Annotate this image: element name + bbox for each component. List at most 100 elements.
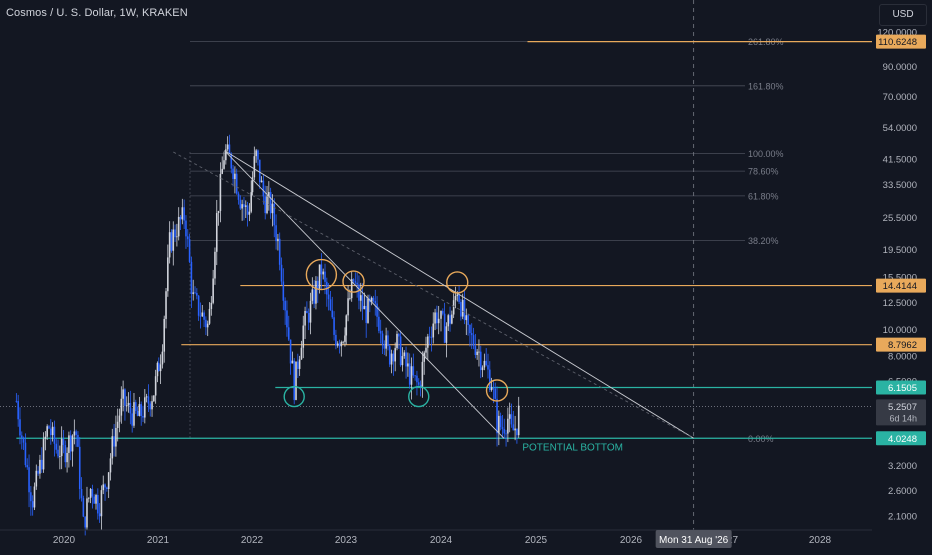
highlight-circle	[283, 385, 305, 408]
fib-level-label: 100.00%	[748, 149, 784, 159]
candle-body	[208, 308, 211, 324]
candle-body	[383, 344, 386, 349]
crosshair-date-badge-bg	[655, 530, 732, 548]
candle-body	[378, 316, 380, 331]
candle-body	[226, 144, 229, 150]
candle-body	[359, 295, 362, 301]
candle-body	[297, 361, 299, 369]
candle-body	[168, 232, 171, 258]
candle-body	[385, 335, 387, 349]
candle-body	[95, 494, 97, 504]
candle-body	[410, 366, 413, 385]
candle-body	[111, 436, 114, 459]
time-axis[interactable]: 202020212022202320242025202620272028Mon …	[0, 529, 872, 548]
candle-body	[392, 353, 395, 362]
candle-body	[84, 516, 86, 528]
candle-body	[510, 414, 513, 425]
candle-body	[474, 345, 477, 356]
candle-body	[271, 203, 274, 214]
candle-body	[116, 421, 119, 428]
price-tick-label: 19.5000	[883, 245, 917, 256]
candle-body	[115, 427, 117, 447]
candle-body	[449, 315, 451, 324]
candle-body	[345, 315, 348, 336]
currency-selector[interactable]: USD	[879, 4, 927, 26]
candle-body	[354, 281, 357, 283]
candle-body	[412, 366, 415, 376]
candle-body	[298, 359, 301, 369]
highlight-circle	[342, 270, 365, 293]
candle-body	[134, 402, 137, 411]
candle-body	[144, 397, 146, 418]
candle-body	[246, 205, 249, 215]
highlight-circles	[283, 258, 509, 408]
candle-body	[104, 484, 106, 488]
candle-body	[20, 435, 23, 438]
candle-body	[315, 280, 317, 304]
candle-body	[374, 300, 377, 304]
candle-body	[440, 310, 442, 319]
candle-body	[445, 326, 448, 343]
candle-body	[62, 438, 65, 446]
candle-body	[33, 486, 36, 508]
candle-body	[401, 356, 404, 366]
symbol-title[interactable]: Cosmos / U. S. Dollar, 1W, KRAKEN	[6, 7, 188, 19]
candle-body	[481, 367, 484, 371]
candle-body	[185, 220, 187, 237]
candle-body	[318, 264, 321, 289]
candle-body	[243, 204, 245, 207]
candle-body	[217, 210, 220, 214]
candle-body	[428, 336, 431, 338]
candle-body	[365, 305, 367, 323]
candle-body	[46, 426, 48, 437]
candle-body	[55, 443, 58, 450]
candle-body	[68, 435, 70, 453]
candle-body	[136, 410, 139, 416]
candle-body	[71, 435, 74, 452]
candle-body	[494, 388, 497, 399]
candle-body	[26, 465, 29, 468]
candle-body	[398, 333, 400, 337]
candle-body	[97, 494, 99, 514]
candle-body	[57, 449, 59, 457]
candle-body	[37, 470, 39, 474]
candle-body	[73, 431, 76, 436]
candle-body	[190, 261, 193, 294]
candle-body	[192, 292, 195, 294]
price-axis[interactable]: 120.0000 90.0000 70.0000 54.0000 41.5000 33.5…	[872, 0, 932, 550]
candle-body	[300, 347, 303, 360]
candle-body	[268, 192, 270, 197]
candle-body	[367, 298, 369, 323]
candle-body	[78, 446, 81, 490]
candle-body	[42, 438, 45, 470]
current-price-badge: 5.2507	[888, 402, 917, 413]
candle-body	[106, 487, 108, 490]
candle-body	[388, 346, 391, 365]
candle-body	[31, 501, 34, 508]
candle-body	[194, 292, 196, 294]
candle-body	[472, 335, 475, 346]
candle-body	[307, 313, 310, 323]
level-price-badge-bg	[876, 34, 926, 49]
price-tick-label: 25.5000	[883, 213, 917, 224]
candle-body	[327, 294, 330, 300]
candle-body	[260, 180, 263, 183]
candle-body	[425, 347, 427, 353]
candle-body	[156, 362, 159, 377]
candle-body	[201, 312, 204, 317]
price-tick-label: 54.0000	[883, 123, 917, 134]
candle-body	[517, 405, 520, 436]
candle-body	[264, 196, 267, 214]
candle-body	[361, 295, 364, 310]
candle-body	[235, 173, 238, 194]
price-tick-label: 12.5000	[883, 298, 917, 309]
candle-body	[258, 159, 261, 183]
candle-body	[147, 396, 150, 404]
candle-body	[183, 207, 185, 221]
candle-body	[403, 352, 406, 357]
candle-body	[313, 289, 315, 304]
candle-body	[461, 299, 464, 317]
candle-body	[447, 315, 450, 327]
